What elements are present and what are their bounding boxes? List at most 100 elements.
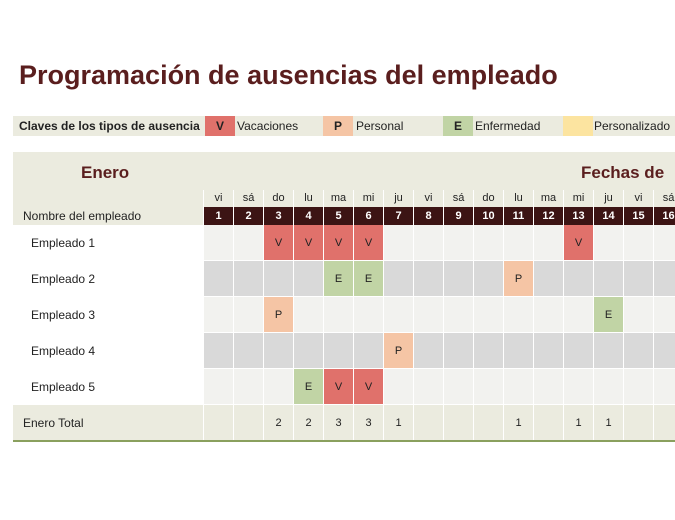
absence-cell[interactable]	[593, 261, 623, 297]
absence-cell[interactable]	[653, 297, 675, 333]
absence-cell[interactable]	[443, 297, 473, 333]
absence-cell[interactable]	[413, 225, 443, 261]
absence-cell[interactable]	[623, 225, 653, 261]
absence-cell[interactable]	[653, 369, 675, 405]
absence-cell[interactable]	[503, 333, 533, 369]
day-number[interactable]: 2	[233, 207, 263, 225]
absence-cell[interactable]	[413, 261, 443, 297]
absence-cell[interactable]: V	[323, 225, 353, 261]
day-number[interactable]: 16	[653, 207, 675, 225]
absence-cell[interactable]	[233, 261, 263, 297]
absence-cell[interactable]	[653, 333, 675, 369]
absence-cell[interactable]: E	[353, 261, 383, 297]
day-number[interactable]: 11	[503, 207, 533, 225]
absence-cell[interactable]	[563, 261, 593, 297]
absence-cell[interactable]	[353, 297, 383, 333]
day-number[interactable]: 7	[383, 207, 413, 225]
absence-cell[interactable]	[383, 369, 413, 405]
absence-cell[interactable]	[203, 369, 233, 405]
absence-cell[interactable]	[503, 297, 533, 333]
absence-cell[interactable]	[653, 261, 675, 297]
day-number[interactable]: 15	[623, 207, 653, 225]
absence-cell[interactable]	[353, 333, 383, 369]
absence-cell[interactable]	[503, 369, 533, 405]
absence-cell[interactable]	[623, 297, 653, 333]
absence-cell[interactable]	[323, 333, 353, 369]
absence-cell[interactable]	[623, 333, 653, 369]
absence-cell[interactable]	[443, 261, 473, 297]
absence-cell[interactable]: P	[263, 297, 293, 333]
day-number[interactable]: 5	[323, 207, 353, 225]
absence-cell[interactable]	[413, 333, 443, 369]
employee-name[interactable]: Empleado 3	[13, 297, 203, 333]
day-number[interactable]: 10	[473, 207, 503, 225]
absence-cell[interactable]: V	[263, 225, 293, 261]
absence-cell[interactable]: E	[593, 297, 623, 333]
absence-cell[interactable]	[443, 225, 473, 261]
absence-cell[interactable]	[383, 297, 413, 333]
absence-cell[interactable]	[593, 369, 623, 405]
absence-cell[interactable]: V	[563, 225, 593, 261]
absence-cell[interactable]	[233, 333, 263, 369]
absence-cell[interactable]	[533, 261, 563, 297]
absence-cell[interactable]: V	[353, 225, 383, 261]
absence-cell[interactable]	[413, 297, 443, 333]
absence-cell[interactable]	[593, 225, 623, 261]
absence-cell[interactable]: V	[353, 369, 383, 405]
absence-cell[interactable]	[203, 333, 233, 369]
absence-cell[interactable]	[533, 225, 563, 261]
day-number[interactable]: 1	[203, 207, 233, 225]
absence-cell[interactable]	[533, 369, 563, 405]
employee-name[interactable]: Empleado 4	[13, 333, 203, 369]
absence-cell[interactable]	[293, 261, 323, 297]
absence-cell[interactable]	[443, 333, 473, 369]
absence-cell[interactable]	[293, 333, 323, 369]
employee-name-header[interactable]: Nombre del empleado	[13, 207, 203, 225]
absence-cell[interactable]	[533, 333, 563, 369]
absence-cell[interactable]	[473, 369, 503, 405]
absence-cell[interactable]: P	[383, 333, 413, 369]
absence-cell[interactable]	[473, 261, 503, 297]
employee-name[interactable]: Empleado 2	[13, 261, 203, 297]
legend-swatch-enfermedad[interactable]: E	[443, 116, 473, 136]
absence-cell[interactable]	[563, 333, 593, 369]
absence-cell[interactable]	[263, 333, 293, 369]
employee-name[interactable]: Empleado 1	[13, 225, 203, 261]
absence-cell[interactable]	[383, 261, 413, 297]
absence-cell[interactable]	[203, 261, 233, 297]
legend-swatch-vacaciones[interactable]: V	[205, 116, 235, 136]
absence-cell[interactable]	[263, 261, 293, 297]
employee-name[interactable]: Empleado 5	[13, 369, 203, 405]
absence-cell[interactable]	[473, 297, 503, 333]
day-number[interactable]: 13	[563, 207, 593, 225]
absence-cell[interactable]	[563, 297, 593, 333]
absence-cell[interactable]	[203, 297, 233, 333]
absence-cell[interactable]	[623, 369, 653, 405]
absence-cell[interactable]	[533, 297, 563, 333]
absence-cell[interactable]	[443, 369, 473, 405]
day-number[interactable]: 14	[593, 207, 623, 225]
absence-cell[interactable]	[593, 333, 623, 369]
absence-cell[interactable]: E	[323, 261, 353, 297]
absence-cell[interactable]	[293, 297, 323, 333]
day-number[interactable]: 8	[413, 207, 443, 225]
absence-cell[interactable]	[473, 225, 503, 261]
absence-cell[interactable]	[413, 369, 443, 405]
absence-cell[interactable]	[473, 333, 503, 369]
day-number[interactable]: 3	[263, 207, 293, 225]
day-number[interactable]: 6	[353, 207, 383, 225]
day-number[interactable]: 9	[443, 207, 473, 225]
absence-cell[interactable]	[233, 225, 263, 261]
absence-cell[interactable]	[263, 369, 293, 405]
absence-cell[interactable]	[503, 225, 533, 261]
absence-cell[interactable]: E	[293, 369, 323, 405]
day-number[interactable]: 4	[293, 207, 323, 225]
absence-cell[interactable]	[383, 225, 413, 261]
absence-cell[interactable]	[623, 261, 653, 297]
absence-cell[interactable]	[203, 225, 233, 261]
absence-cell[interactable]	[653, 225, 675, 261]
absence-cell[interactable]	[233, 297, 263, 333]
absence-cell[interactable]	[323, 297, 353, 333]
legend-swatch-personalizado[interactable]	[563, 116, 593, 136]
absence-cell[interactable]: P	[503, 261, 533, 297]
